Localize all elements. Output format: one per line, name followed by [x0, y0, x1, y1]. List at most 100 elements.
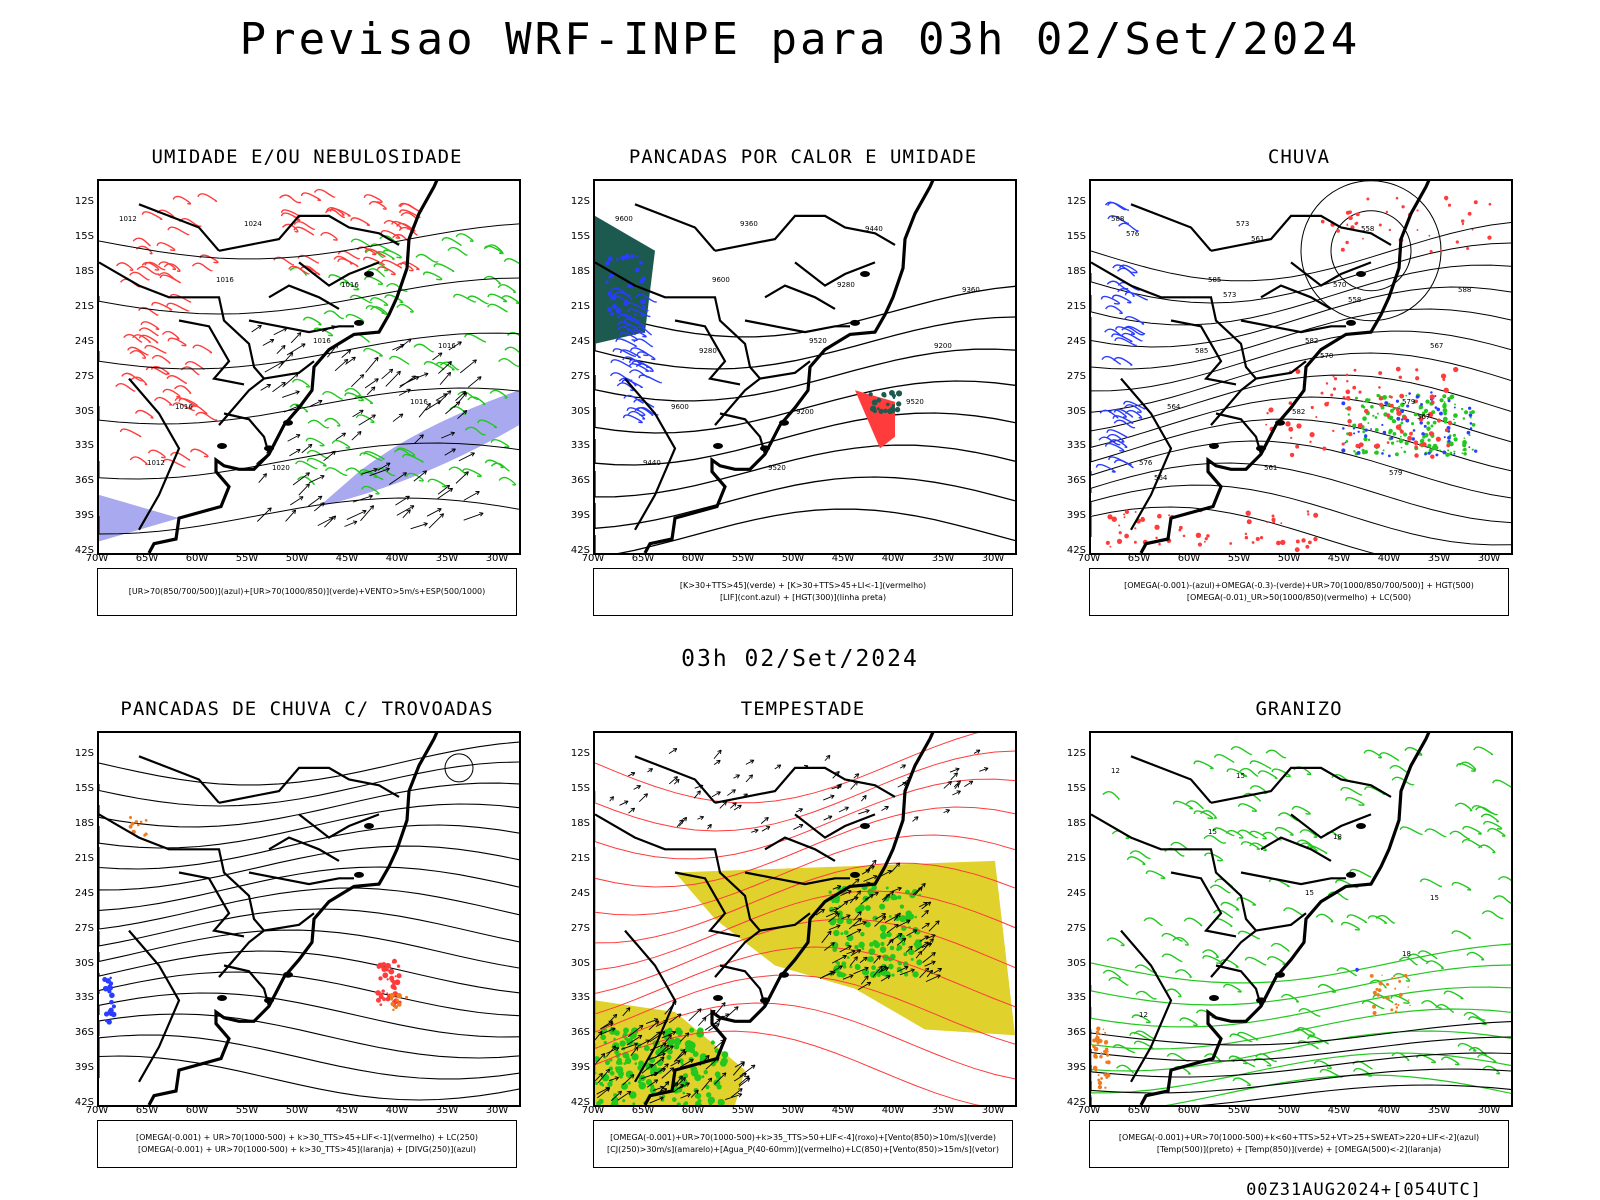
contour-label: 9600 [615, 215, 633, 223]
lon-tick: 65W [135, 553, 159, 564]
lon-tick: 70W [1077, 553, 1101, 564]
lon-tick: 40W [385, 553, 409, 564]
lat-tick: 15S [1066, 783, 1086, 795]
lon-tick: 50W [285, 553, 309, 564]
lat-tick: 24S [570, 887, 590, 899]
legend-chuva: [OMEGA(-0.001)-(azul)+OMEGA(-0.3)-(verde… [1089, 568, 1509, 616]
lon-tick: 50W [781, 1105, 805, 1116]
lon-tick: 40W [881, 553, 905, 564]
lat-tick: 27S [1066, 370, 1086, 382]
legend-line: [Temp(500)](preto) + [Temp(850)](verde) … [1156, 1145, 1442, 1154]
lat-tick: 12S [1066, 196, 1086, 208]
contour-label: 9360 [740, 220, 758, 228]
lat-tick: 27S [1066, 922, 1086, 934]
lat-tick: 18S [1066, 818, 1086, 829]
lat-tick: 24S [570, 335, 590, 347]
lon-tick: 30W [1477, 1105, 1501, 1116]
lat-tick: 24S [74, 887, 94, 899]
map-tempestade [593, 731, 1017, 1107]
contour-label: 585 [1195, 347, 1208, 355]
lon-tick: 50W [1277, 1105, 1301, 1116]
lat-tick: 12S [1066, 748, 1086, 760]
lat-tick: 42S [1066, 545, 1086, 556]
lat-tick: 27S [570, 370, 590, 382]
contour-label: 1024 [244, 220, 262, 228]
lat-tick: 33S [74, 992, 94, 1004]
map-field-chuva: 5885855825795765735705675645615585885855… [1091, 181, 1511, 553]
lat-tick: 12S [570, 196, 590, 208]
lat-tick: 18S [1066, 266, 1086, 277]
contour-label: 9200 [796, 408, 814, 416]
lon-tick: 55W [1227, 1105, 1251, 1116]
lat-tick: 36S [570, 1027, 590, 1039]
lon-tick: 70W [85, 1105, 109, 1116]
lat-tick: 42S [570, 545, 590, 556]
lat-tick: 36S [1066, 1027, 1086, 1039]
lon-tick: 40W [1377, 1105, 1401, 1116]
map-chuva: 588 585 582 579 576 573 570 567 564 561 558 588 585 5… [1089, 179, 1513, 555]
contour-label: 1020 [272, 464, 290, 472]
legend-line: [OMEGA(-0.001)+UR>70(1000-500)+k>35_TTS>… [610, 1133, 996, 1142]
legend-granizo: [OMEGA(-0.001)+UR>70(1000-500)+k<60+TTS>… [1089, 1120, 1509, 1168]
legend-line: [OMEGA(-0.001)-(azul)+OMEGA(-0.3)-(verde… [1124, 581, 1474, 590]
lon-tick: 70W [85, 553, 109, 564]
lat-tick: 33S [570, 992, 590, 1004]
legend-line: [UR>70(850/700/500)](azul)+[UR>70(1000/8… [128, 587, 486, 596]
contour-label: 564 [1167, 403, 1181, 411]
panel-title-umidade: UMIDADE E/OU NEBULOSIDADE [151, 146, 463, 168]
contour-label: 573 [1223, 291, 1236, 299]
lat-tick: 30S [74, 957, 94, 969]
lon-tick: 60W [681, 1105, 705, 1116]
panel-title-granizo: GRANIZO [1255, 698, 1343, 720]
lon-tick: 50W [1277, 553, 1301, 564]
contour-label: 579 [1402, 398, 1415, 406]
lat-tick: 30S [570, 405, 590, 417]
lat-tick: 39S [570, 1062, 590, 1074]
lon-tick: 35W [1427, 553, 1451, 564]
lon-tick: 65W [631, 553, 655, 564]
lat-tick: 24S [1066, 887, 1086, 899]
contour-label: 582 [1305, 337, 1318, 345]
lat-tick: 33S [74, 440, 94, 452]
lon-tick: 40W [385, 1105, 409, 1116]
lat-tick: 15S [570, 231, 590, 243]
contour-label: 15 [1305, 889, 1314, 897]
lat-tick: 24S [1066, 335, 1086, 347]
lon-tick: 65W [631, 1105, 655, 1116]
contour-label: 1016 [175, 403, 193, 411]
lat-tick: 30S [1066, 405, 1086, 417]
contour-label: 561 [1264, 464, 1277, 472]
lat-tick: 18S [570, 266, 590, 277]
lon-tick: 35W [931, 553, 955, 564]
map-pancadas-calor: 9600 9600 9520 9520 9440 9360 9280 9200 9600 9520… [593, 179, 1017, 555]
lat-tick: 21S [74, 852, 94, 864]
lat-tick: 24S [74, 335, 94, 347]
lon-tick: 70W [1077, 1105, 1101, 1116]
lat-tick: 33S [1066, 992, 1086, 1004]
lon-tick: 50W [781, 553, 805, 564]
lon-tick: 65W [1127, 1105, 1151, 1116]
contour-label: 1012 [147, 459, 165, 467]
legend-pancadas-trovoadas: [OMEGA(-0.001) + UR>70(1000-500) + k>30_… [97, 1120, 517, 1168]
lon-tick: 35W [931, 1105, 955, 1116]
contour-label: 576 [1126, 230, 1140, 238]
lon-tick: 30W [981, 1105, 1005, 1116]
map-umidade: 1012 1016 1016 1016 1012 1024 1016 1016 1016 1020 [97, 179, 521, 555]
lon-tick: 55W [235, 1105, 259, 1116]
run-stamp: 00Z31AUG2024+[054UTC] [1246, 1180, 1482, 1200]
lon-tick: 45W [1327, 1105, 1351, 1116]
lat-tick: 42S [74, 545, 94, 556]
lat-tick: 30S [1066, 957, 1086, 969]
contour-label: 12 [1139, 1011, 1148, 1019]
contour-label: 9440 [865, 225, 883, 233]
contour-label: 573 [1236, 220, 1249, 228]
legend-tempestade: [OMEGA(-0.001)+UR>70(1000-500)+k>35_TTS>… [593, 1120, 1013, 1168]
map-field-pancadas-calor: 9600 9600 9520 9520 9440 9360 9280 9200 9600 9520… [595, 181, 1015, 553]
lat-tick: 27S [74, 922, 94, 934]
lat-tick: 36S [1066, 475, 1086, 487]
legend-pancadas-calor: [K>30+TTS>45](verde) + [K>30+TTS>45+LI<-… [593, 568, 1013, 616]
contour-label: 9200 [934, 342, 952, 350]
contour-label: 1016 [410, 398, 428, 406]
contour-label: 9600 [671, 403, 689, 411]
forecast-time-subtitle: 03h 02/Set/2024 [681, 646, 919, 672]
